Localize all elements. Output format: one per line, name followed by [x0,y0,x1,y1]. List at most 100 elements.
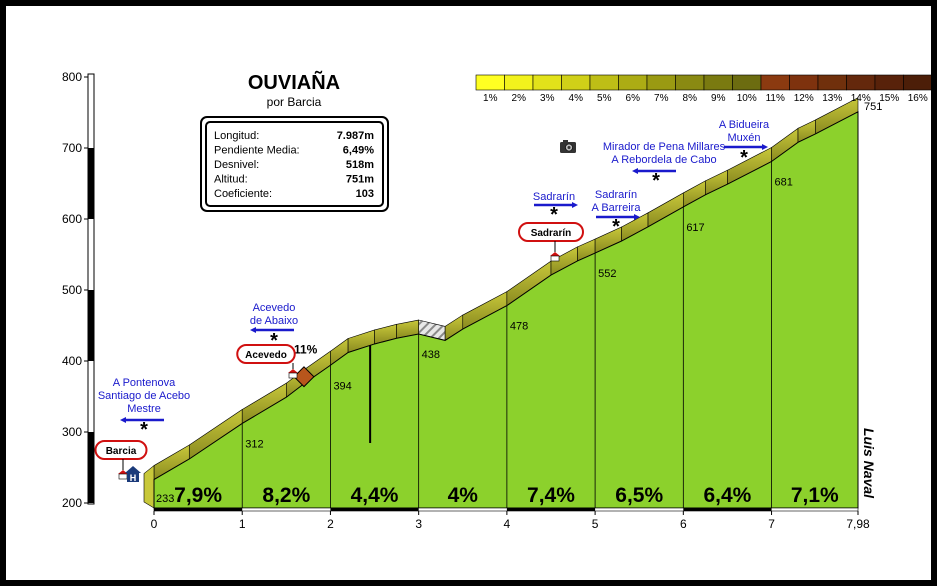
stat-label: Coeficiente: [214,188,272,200]
scale-swatch [760,74,790,91]
scale-label: 12% [794,93,814,104]
x-axis-ticks: 0 1 2 3 4 5 6 7 7,98 [151,511,870,531]
y-tick-label: 200 [62,496,82,510]
house-icon [550,252,560,262]
house-body [550,255,560,262]
scale-swatch [903,74,931,91]
x-tick-label: 0 [151,517,158,531]
x-tick-label: 5 [592,517,599,531]
junction-star: * [652,170,660,192]
segment-label: 7,1% [791,484,839,507]
y-axis-ticks: 200 300 400 500 600 700 800 [62,70,88,510]
altitude-label: 552 [598,268,616,280]
max-gradient-diamond [293,366,315,388]
km-divider-lines [241,161,772,508]
segment-label: 7,9% [174,484,222,507]
camera-icon [560,140,576,153]
village: Sadrarín [518,222,584,262]
scale-swatch [732,74,762,91]
arrow-head [632,168,638,174]
scale-swatch [846,74,876,91]
junction-star: * [140,419,148,441]
y-tick-label: 600 [62,212,82,226]
altitude-label: 394 [333,380,351,392]
arrow-head [120,417,126,423]
scale-label: 15% [879,93,899,104]
y-tick-label: 700 [62,141,82,155]
junction-label: Santiago de Acebo [98,390,190,402]
altitude-label: 681 [775,176,793,188]
junction-star: * [612,216,620,238]
altitude-label: 312 [245,438,263,450]
scale-label: 8% [683,93,698,104]
x-axis [153,507,859,512]
village-badge [236,344,296,364]
scale-swatch [817,74,847,91]
y-axis-block [88,432,94,503]
author-signature: Luis Naval [861,428,877,499]
altitude-label: 438 [422,349,440,361]
scale-label: 13% [822,93,842,104]
junction-star: * [550,204,558,226]
village: Barcia [94,440,148,480]
village-label: Sadrarín [531,228,572,239]
house-icon [118,470,128,480]
village-badge [518,222,584,242]
scale-label: 2% [512,93,527,104]
scale-label: 14% [851,93,871,104]
chart-subtitle: por Barcia [267,95,322,109]
scale-label: 3% [540,93,555,104]
y-tick-label: 500 [62,283,82,297]
stat-value: 6,49% [343,145,374,157]
x-tick-label: 7,98 [846,517,870,531]
segment-gradient-labels: 7,9% 8,2% 4,4% 4% 7,4% 6,5% 6,4% 7,1% [174,484,839,507]
junction: Sadrarín* [533,191,578,226]
junction-label: Muxén [727,132,760,144]
junction-label: A Pontenova [113,377,176,389]
y-axis-block [88,290,94,361]
scale-label: 9% [711,93,726,104]
x-tick-label: 3 [415,517,422,531]
stat-label: Longitud: [214,130,259,142]
village-label: Acevedo [245,350,287,361]
stat-value: 103 [356,188,374,200]
x-tick-label: 4 [504,517,511,531]
y-axis-blocks [88,148,94,503]
scale-label: 6% [626,93,641,104]
x-tick-label: 1 [239,517,246,531]
scale-label: 16% [908,93,928,104]
scale-swatch [874,74,904,91]
village-badge [94,440,148,460]
svg-text:H: H [130,473,137,483]
village-label: Barcia [106,446,137,457]
altitude-label: 617 [686,222,704,234]
house-body [288,372,298,379]
arrow-head [250,327,256,333]
junction-label: Mirador de Pena Millares [603,141,726,153]
junction-label: Acevedo [253,302,296,314]
chart-title: OUVIAÑA [248,71,340,94]
x-axis-block [154,508,243,511]
x-tick-label: 2 [327,517,334,531]
scale-label: 10% [737,93,757,104]
altitude-label: 478 [510,321,528,333]
x-tick-label: 6 [680,517,687,531]
scale-swatch [561,74,591,91]
x-axis-block [330,508,419,511]
scale-swatch [589,74,619,91]
hotel-icon: H [125,466,141,483]
scale-swatch [789,74,819,91]
scale-label: 7% [654,93,669,104]
x-axis-block [683,508,772,511]
segment-label: 6,4% [703,484,751,507]
scale-label: 11% [766,93,785,104]
stat-label: Desnivel: [214,159,259,171]
arrow-head [634,214,640,220]
scale-swatch [475,74,505,91]
stats-box: Longitud: 7.987m Pendiente Media: 6,49% Desn… [200,116,389,212]
